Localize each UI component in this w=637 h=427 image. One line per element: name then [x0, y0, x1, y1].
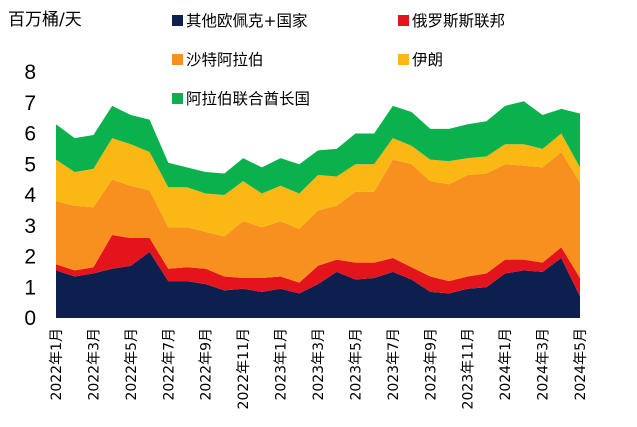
area-series-5 [56, 101, 580, 195]
y-tick-label: 2 [24, 246, 36, 269]
x-tick-label: 2022年3月 [86, 328, 102, 401]
x-tick-label: 2022年9月 [199, 328, 215, 401]
x-tick-label: 2023年7月 [386, 328, 402, 401]
x-tick-label: 2023年1月 [274, 328, 290, 401]
legend-label: 伊朗 [412, 51, 443, 69]
legend-item: 俄罗斯斯联邦 [398, 12, 505, 30]
y-tick-label: 0 [24, 307, 36, 330]
y-tick-label: 8 [24, 61, 36, 84]
x-tick-label: 2022年7月 [161, 328, 177, 401]
legend-swatch [398, 15, 409, 26]
x-tick-labels: 2022年1月 2022年3月 2022年5月 2022年7月 2022年9月 2022年… [49, 328, 589, 409]
area-series-2 [56, 234, 580, 297]
legend-label: 其他欧佩克+国家 [186, 12, 308, 30]
y-tick-label: 6 [24, 123, 36, 146]
legend-label: 阿拉伯联合酋长国 [186, 90, 310, 108]
legend-label: 俄罗斯斯联邦 [412, 12, 505, 30]
legend-item: 其他欧佩克+国家 [172, 12, 308, 30]
legend-label: 沙特阿拉伯 [186, 51, 264, 69]
legend-item: 伊朗 [398, 51, 443, 69]
x-tick-label: 2022年1月 [49, 328, 65, 401]
x-tick-label: 2022年11月 [236, 328, 252, 409]
legend-swatch [172, 54, 183, 65]
legend-item: 沙特阿拉伯 [172, 51, 264, 69]
y-tick-label: 4 [24, 184, 36, 207]
x-tick-label: 2023年3月 [311, 328, 327, 401]
x-tick-label: 2022年5月 [124, 328, 140, 401]
area-series-1 [56, 251, 580, 318]
area-series-4 [56, 133, 580, 237]
x-tick-label: 2023年5月 [348, 328, 364, 401]
y-tick-label: 5 [24, 153, 36, 176]
x-tick-label: 2024年5月 [573, 328, 589, 401]
y-tick-label: 1 [24, 276, 36, 299]
x-tick-label: 2024年1月 [498, 328, 514, 401]
legend-swatch [398, 54, 409, 65]
x-tick-label: 2023年9月 [423, 328, 439, 401]
x-tick-label: 2023年11月 [461, 328, 477, 409]
y-tick-label: 7 [24, 92, 36, 115]
y-tick-label: 3 [24, 215, 36, 238]
legend-swatch [172, 15, 183, 26]
y-tick-labels: 0 1 2 3 4 5 6 7 8 [24, 61, 36, 330]
area-series-group [56, 101, 580, 318]
x-tick-label: 2024年3月 [536, 328, 552, 401]
area-series-3 [56, 151, 580, 283]
legend-item: 阿拉伯联合酋长国 [172, 90, 310, 108]
legend-swatch [172, 93, 183, 104]
y-axis-title: 百万桶/天 [8, 10, 82, 30]
